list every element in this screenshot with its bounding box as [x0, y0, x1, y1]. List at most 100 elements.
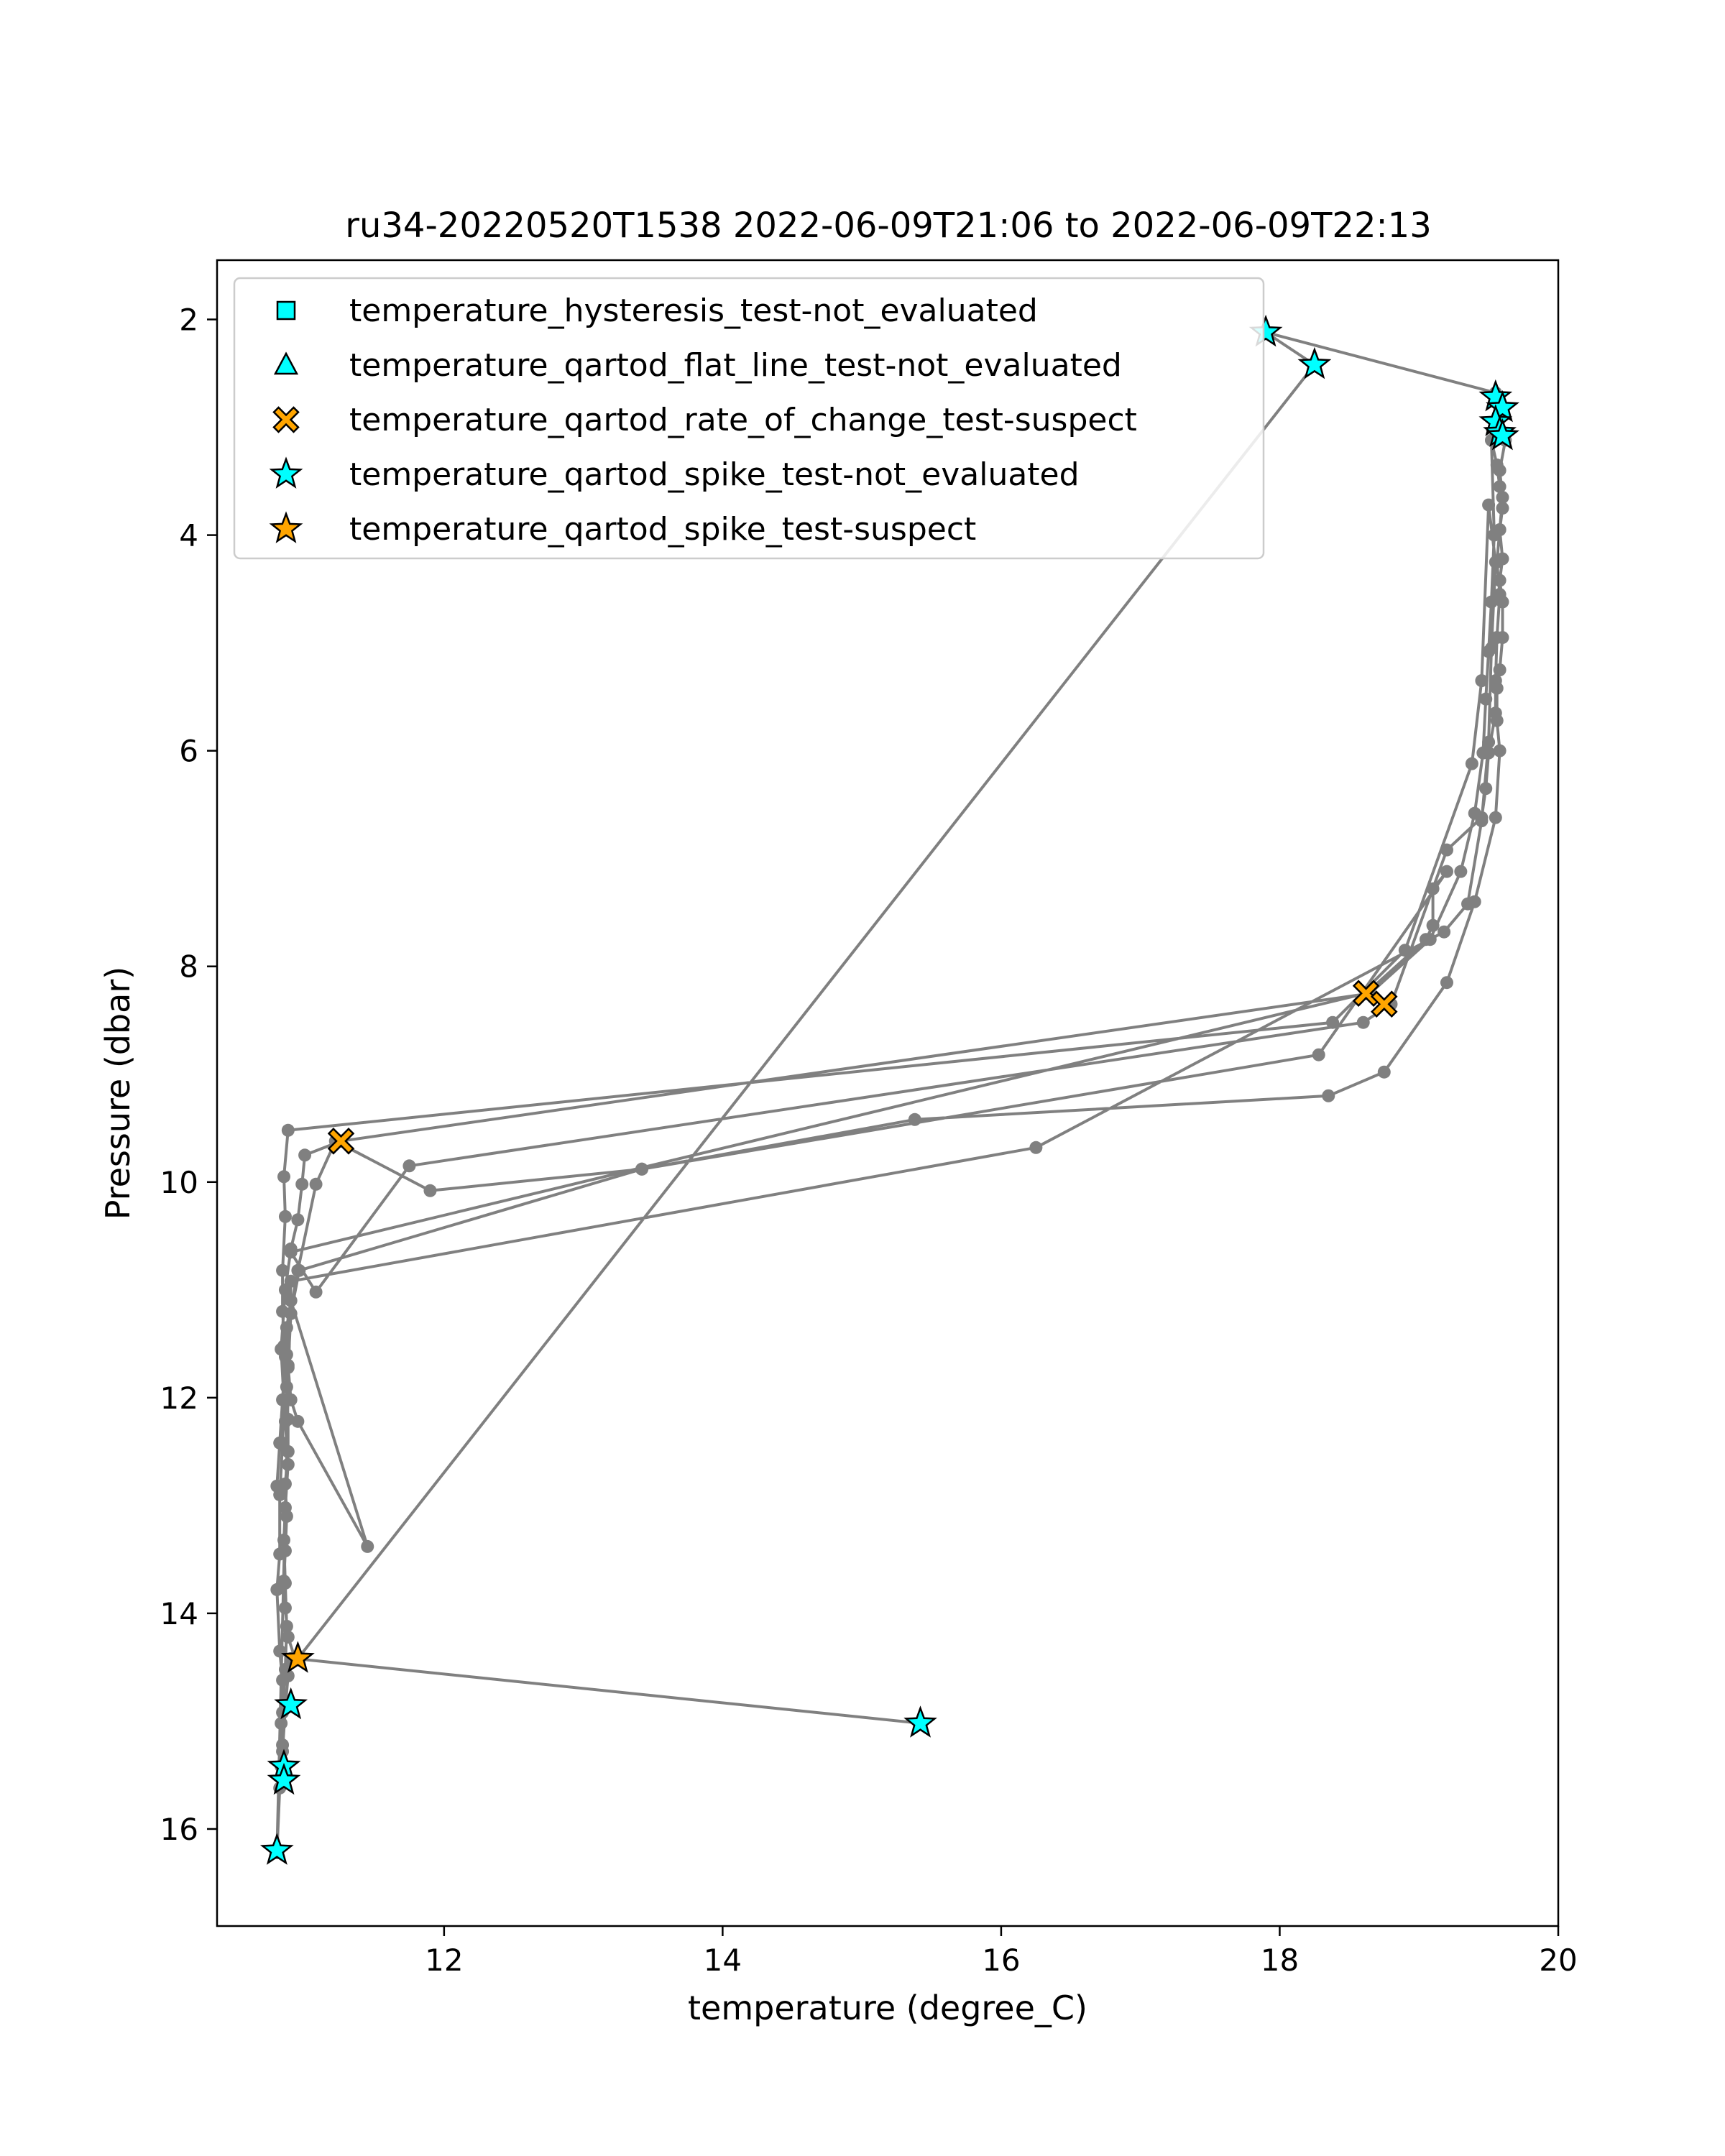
profile-point	[1465, 757, 1478, 770]
profile-point	[1493, 573, 1506, 587]
profile-point	[291, 1414, 305, 1428]
y-tick-label: 12	[160, 1381, 198, 1416]
plot-markers	[259, 314, 1519, 1865]
y-axis: 2 4 6 8 10 12 14 16	[160, 303, 217, 1847]
legend-frame	[233, 277, 1265, 560]
profile-point	[1461, 897, 1475, 911]
profile-point	[1475, 814, 1489, 828]
profile-point	[284, 1274, 298, 1288]
profile-point	[1489, 706, 1502, 720]
profile-point	[1479, 692, 1493, 706]
x-tick-label: 12	[425, 1943, 463, 1978]
profile-point	[278, 1501, 292, 1514]
qc-marker-x	[1371, 990, 1398, 1018]
profile-point	[277, 1533, 291, 1547]
profile-point	[295, 1177, 309, 1191]
profile-point	[1482, 498, 1496, 512]
qc-marker-star	[1297, 346, 1332, 379]
profile-point	[1438, 925, 1451, 939]
profile-point	[1398, 944, 1412, 957]
profile-point	[281, 1360, 295, 1374]
qc-marker-star	[903, 1705, 937, 1738]
profile-point	[1484, 642, 1498, 655]
profile-point	[281, 1630, 295, 1644]
profile-point	[908, 1112, 921, 1126]
qc-marker-star	[259, 1833, 294, 1865]
y-tick-label: 2	[179, 303, 198, 338]
legend-label: temperature_qartod_spike_test-suspect	[349, 511, 976, 548]
profile-point	[278, 1414, 292, 1428]
profile-point	[276, 1304, 290, 1318]
profile-point	[361, 1539, 374, 1553]
profile-point	[1029, 1141, 1043, 1154]
profile-point	[291, 1213, 305, 1227]
profile-point	[1440, 976, 1453, 990]
profile-point	[309, 1285, 323, 1299]
qc-marker-star	[274, 1687, 308, 1720]
profile-point	[1322, 1089, 1335, 1102]
profile-point	[278, 1601, 292, 1615]
qc-marker-star	[280, 1641, 315, 1673]
legend-label: temperature_qartod_spike_test-not_evalua…	[349, 456, 1080, 493]
profile-point	[309, 1177, 323, 1191]
profile-point	[1493, 480, 1506, 494]
profile-point	[1440, 843, 1453, 857]
profile-point	[278, 1210, 292, 1223]
legend-label: temperature_qartod_flat_line_test-not_ev…	[349, 347, 1122, 384]
y-axis-label: Pressure (dbar)	[98, 967, 137, 1220]
profile-point	[1440, 865, 1453, 878]
legend-label: temperature_hysteresis_test-not_evaluate…	[349, 292, 1038, 329]
chart-title: ru34-20220520T1538 2022-06-09T21:06 to 2…	[345, 206, 1432, 246]
legend-marker-triangle	[273, 351, 299, 375]
profile-point	[1490, 631, 1504, 645]
profile-point	[1489, 674, 1502, 688]
profile-point	[1493, 744, 1506, 757]
y-tick-label: 8	[179, 949, 198, 985]
y-tick-label: 16	[160, 1812, 198, 1847]
profile-point	[284, 1294, 298, 1307]
plot-frame	[216, 259, 1560, 1927]
x-tick-label: 20	[1539, 1943, 1577, 1978]
profile-point	[1482, 746, 1496, 760]
profile-point	[635, 1162, 648, 1176]
profile-point	[278, 1576, 292, 1590]
profile-point	[1496, 491, 1509, 505]
x-tick-label: 18	[1261, 1943, 1299, 1978]
y-tick-label: 10	[160, 1165, 198, 1200]
profile-point	[1426, 882, 1440, 895]
profile-point	[1493, 464, 1506, 477]
profile-point	[1493, 663, 1506, 677]
legend-marker-x	[272, 406, 300, 433]
profile-point	[280, 1619, 293, 1633]
profile-point	[423, 1184, 437, 1197]
profile-point	[1356, 1015, 1370, 1029]
profile-point	[1454, 865, 1468, 878]
profile-point	[1326, 1015, 1340, 1029]
profile-point	[273, 1436, 287, 1450]
profile-point	[1426, 918, 1440, 932]
legend-label: temperature_qartod_rate_of_change_test-s…	[349, 402, 1137, 438]
profile-point	[1377, 1065, 1391, 1079]
y-tick-label: 4	[179, 518, 198, 553]
profile-point	[298, 1148, 312, 1162]
profile-point	[278, 1662, 292, 1676]
qc-marker-star	[1486, 390, 1519, 423]
y-tick-label: 6	[179, 734, 198, 769]
profile-point	[1479, 782, 1493, 796]
profile-point	[402, 1159, 416, 1173]
profile-point	[1475, 674, 1489, 688]
profile-point	[280, 1380, 293, 1393]
profile-point	[273, 1547, 287, 1561]
qc-marker-star	[267, 1762, 301, 1795]
profile-point	[1419, 933, 1432, 946]
profile-point	[278, 1350, 292, 1363]
profile-point	[1482, 735, 1496, 749]
profile-point	[1496, 502, 1509, 515]
legend-marker-star	[269, 456, 303, 489]
profile-point	[276, 1393, 290, 1406]
profile-point	[275, 1716, 288, 1730]
profile-point	[281, 1457, 295, 1471]
y-tick-label: 14	[160, 1596, 198, 1631]
profile-point	[1489, 811, 1502, 824]
